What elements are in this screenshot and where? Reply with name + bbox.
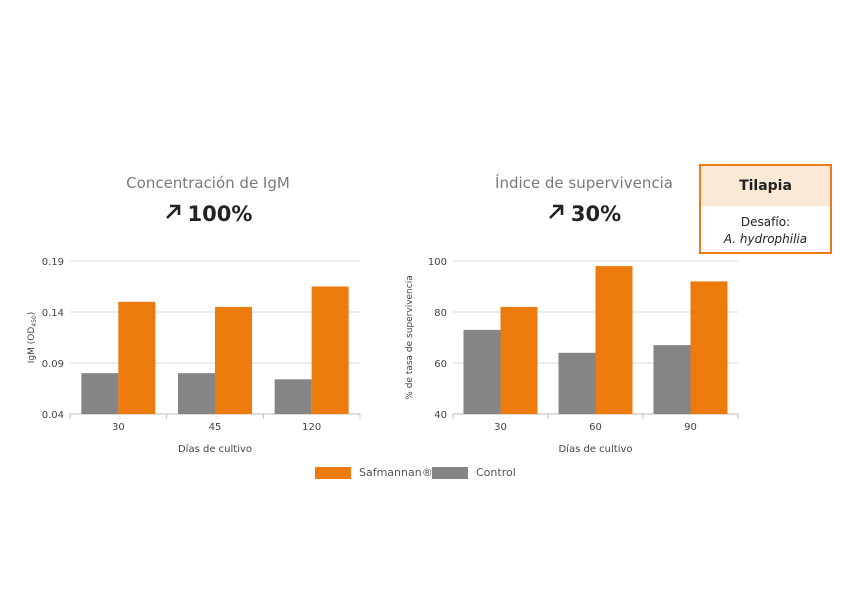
legend-label-control: Control bbox=[476, 466, 516, 479]
bar-control bbox=[463, 329, 501, 414]
y-axis-label: % de tasa de supervivencia bbox=[405, 275, 415, 399]
arrow-up-right-icon bbox=[547, 202, 565, 226]
chart1-trend: 100% bbox=[108, 202, 308, 226]
legend-item-safmannan: Safmannan® bbox=[315, 466, 433, 479]
y-tick-label: 100 bbox=[428, 257, 447, 268]
bar-control bbox=[274, 379, 312, 414]
bar-control bbox=[558, 352, 596, 414]
x-tick-label: 90 bbox=[684, 422, 697, 433]
infobox-challenge-label: Desafío: bbox=[740, 215, 791, 229]
legend-swatch-safmannan bbox=[315, 466, 351, 479]
chart2-trend-value: 30% bbox=[570, 202, 622, 226]
bar-control bbox=[653, 345, 691, 414]
bar-safmannan bbox=[690, 281, 728, 414]
legend-swatch-control bbox=[432, 466, 468, 479]
chart1-title: Concentración de IgM bbox=[126, 174, 290, 192]
bar-safmannan bbox=[215, 306, 252, 414]
species-infobox: Tilapia Desafío: A. hydrophilia bbox=[699, 164, 832, 254]
survival-chart: 40 60 80 100 30 60 90 Días de cultivo % de tasa … bbox=[405, 257, 739, 455]
x-tick-label: 60 bbox=[589, 422, 602, 433]
bar-control bbox=[81, 373, 119, 414]
bar-control bbox=[178, 373, 215, 414]
y-tick-label: 0.09 bbox=[42, 359, 64, 370]
x-axis-label: Días de cultivo bbox=[558, 443, 632, 455]
y-tick-label: 0.04 bbox=[42, 410, 64, 421]
legend-item-control: Control bbox=[432, 466, 516, 479]
chart2-title: Índice de supervivencia bbox=[495, 174, 673, 192]
chart2-trend: 30% bbox=[484, 202, 684, 226]
x-axis-label: Días de cultivo bbox=[178, 443, 252, 455]
arrow-up-right-icon bbox=[164, 202, 182, 226]
legend-label-safmannan: Safmannan® bbox=[359, 466, 433, 479]
y-axis-label: IgM (OD450) bbox=[27, 312, 38, 364]
bar-safmannan bbox=[500, 306, 538, 414]
y-tick-label: 0.14 bbox=[42, 308, 64, 319]
infobox-title: Tilapia bbox=[701, 166, 830, 206]
bar-safmannan bbox=[595, 266, 633, 414]
infobox-pathogen: A. hydrophilia bbox=[723, 232, 808, 246]
x-tick-label: 45 bbox=[209, 422, 222, 433]
x-tick-label: 30 bbox=[494, 422, 507, 433]
y-tick-label: 60 bbox=[434, 359, 447, 370]
x-tick-label: 120 bbox=[302, 422, 321, 433]
y-tick-label: 40 bbox=[434, 410, 447, 421]
bar-safmannan bbox=[118, 301, 156, 414]
x-tick-label: 30 bbox=[112, 422, 125, 433]
y-tick-label: 0.19 bbox=[42, 257, 64, 268]
igm-chart: 0.04 0.09 0.14 0.19 30 45 120 Días de cultivo Ig… bbox=[27, 257, 361, 455]
chart1-trend-value: 100% bbox=[187, 202, 253, 226]
y-tick-label: 80 bbox=[434, 308, 447, 319]
bar-safmannan bbox=[311, 286, 349, 414]
